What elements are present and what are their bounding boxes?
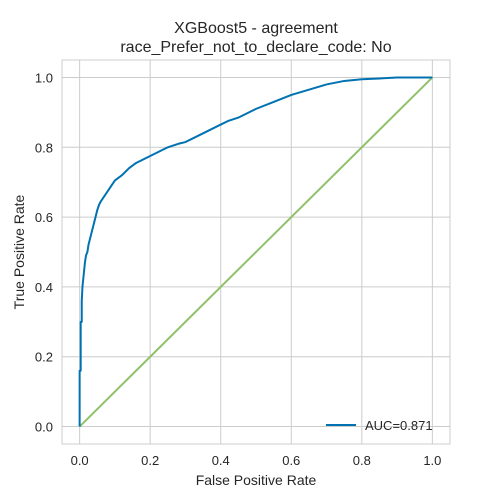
x-tick-label: 1.0 — [423, 453, 441, 468]
chart-title: XGBoost5 - agreement — [174, 20, 338, 37]
x-tick-label: 0.8 — [353, 453, 371, 468]
y-axis-label: True Positive Rate — [11, 194, 27, 309]
y-tick-label: 0.4 — [35, 280, 53, 295]
y-tick-label: 0.6 — [35, 210, 53, 225]
x-tick-label: 0.4 — [212, 453, 230, 468]
x-tick-label: 0.2 — [141, 453, 159, 468]
roc-curve-line — [78, 76, 433, 427]
x-axis-label: False Positive Rate — [196, 472, 317, 488]
chart-subtitle: race_Prefer_not_to_declare_code: No — [120, 39, 391, 56]
y-tick-label: 0.0 — [35, 420, 53, 435]
chance-diagonal-line — [78, 76, 434, 428]
tick-labels: 0.0 0.2 0.4 0.6 0.8 1.0 0.0 0.2 0.4 0.6 0.8 1.0 — [35, 70, 441, 468]
series-layer — [78, 76, 434, 428]
y-tick-label: 0.8 — [35, 140, 53, 155]
legend-label-roc: AUC=0.871 — [365, 418, 433, 433]
y-tick-label: 1.0 — [35, 70, 53, 85]
x-tick-label: 0.6 — [282, 453, 300, 468]
legend: AUC=0.871 — [326, 418, 433, 433]
x-tick-label: 0.0 — [71, 453, 89, 468]
y-tick-label: 0.2 — [35, 350, 53, 365]
